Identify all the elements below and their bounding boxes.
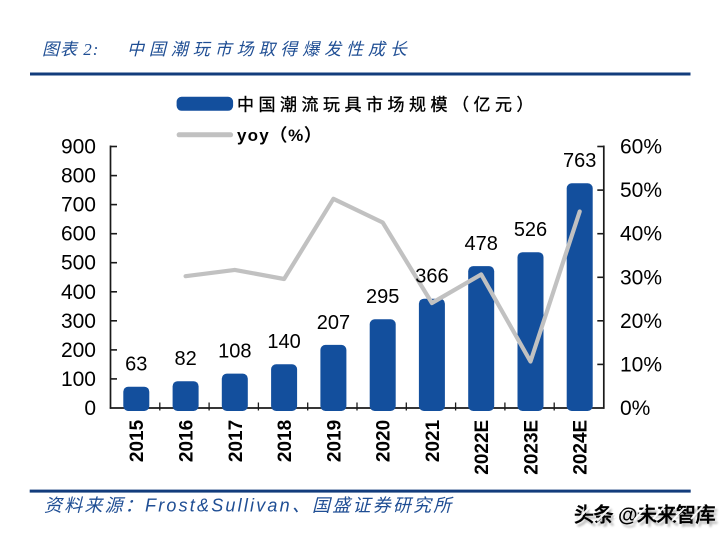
svg-text:30%: 30%: [620, 266, 662, 289]
svg-text:2017: 2017: [226, 420, 247, 462]
svg-text:图表 2:中国潮玩市场取得爆发性成长: 图表 2: 中国潮玩市场取得爆发性成长: [42, 40, 412, 59]
svg-text:2019: 2019: [324, 420, 345, 462]
svg-text:600: 600: [61, 223, 96, 246]
svg-text:800: 800: [61, 165, 96, 188]
svg-text:700: 700: [61, 194, 96, 217]
svg-text:63: 63: [125, 354, 147, 376]
svg-text:2016: 2016: [177, 420, 198, 462]
svg-text:763: 763: [563, 150, 596, 172]
svg-text:400: 400: [61, 281, 96, 304]
svg-text:0%: 0%: [620, 397, 650, 420]
svg-text:200: 200: [61, 339, 96, 362]
svg-text:295: 295: [366, 286, 399, 308]
svg-text:2024E: 2024E: [571, 420, 592, 475]
svg-text:82: 82: [174, 348, 196, 370]
svg-text:10%: 10%: [620, 353, 662, 376]
svg-text:108: 108: [218, 341, 251, 363]
svg-text:478: 478: [465, 233, 498, 255]
svg-text:资料来源：Frost&Sullivan、国盛证券研究所: 资料来源：Frost&Sullivan、国盛证券研究所: [44, 496, 454, 516]
svg-text:2021: 2021: [423, 419, 444, 462]
svg-text:300: 300: [61, 310, 96, 333]
svg-text:366: 366: [415, 266, 448, 288]
svg-text:60%: 60%: [620, 136, 662, 159]
svg-text:2018: 2018: [275, 420, 296, 462]
svg-text:526: 526: [514, 219, 547, 241]
svg-text:140: 140: [267, 331, 300, 353]
svg-text:100: 100: [61, 368, 96, 391]
svg-text:2022E: 2022E: [472, 420, 493, 475]
svg-text:中国潮流玩具市场规模（亿元）: 中国潮流玩具市场规模（亿元）: [237, 96, 538, 115]
svg-text:yoy（%）: yoy（%）: [237, 125, 323, 145]
svg-text:50%: 50%: [620, 179, 662, 202]
svg-text:0: 0: [84, 397, 96, 420]
svg-text:20%: 20%: [620, 310, 662, 333]
svg-text:207: 207: [317, 312, 350, 334]
svg-text:2015: 2015: [127, 419, 148, 462]
svg-text:40%: 40%: [620, 223, 662, 246]
svg-text:900: 900: [61, 136, 96, 159]
svg-text:2020: 2020: [374, 420, 395, 462]
svg-text:2023E: 2023E: [522, 420, 543, 475]
svg-text:500: 500: [61, 252, 96, 275]
svg-text:头条 @未来智库: 头条 @未来智库: [574, 503, 716, 527]
